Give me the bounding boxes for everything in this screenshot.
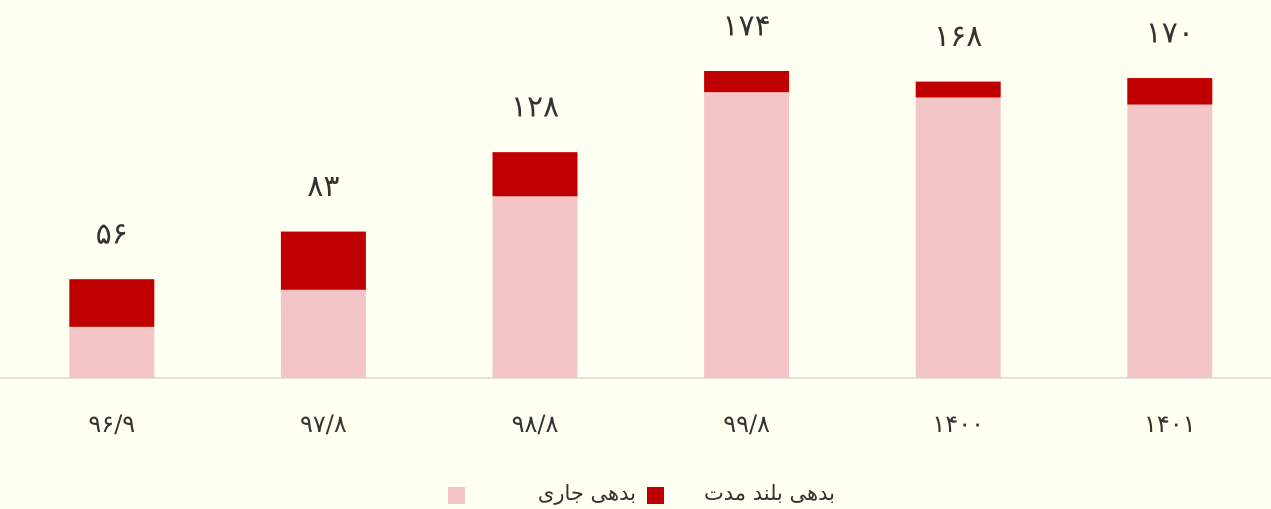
bar-segment [915, 97, 1001, 378]
x-tick-label: ۹۸/۸ [512, 410, 559, 438]
total-label: ۱۷۴ [722, 9, 770, 44]
x-tick-label: ۹۶/۹ [88, 410, 135, 438]
bar-segment [704, 92, 790, 378]
x-tick-label: ۹۹/۸ [723, 410, 770, 438]
legend-label: بدهی جاری [538, 481, 636, 505]
x-tick-label: ۹۷/۸ [300, 410, 347, 438]
total-label: ۱۲۸ [511, 90, 559, 125]
bar-segment [1127, 78, 1213, 105]
legend-label: بدهی بلند مدت [704, 481, 835, 505]
x-tick-label: ۱۴۰۱ [1144, 410, 1196, 438]
bar-segment [69, 279, 155, 327]
total-label: ۱۷۰ [1146, 16, 1194, 51]
bar-segment [69, 326, 155, 378]
bar-segment [492, 152, 578, 197]
bar-segment [915, 81, 1001, 98]
legend-swatch [647, 487, 664, 504]
bar-segment [1127, 104, 1213, 379]
bar-segment [704, 71, 790, 93]
bar-segment [492, 196, 578, 378]
bar-segment [280, 231, 366, 290]
total-label: ۸۳ [307, 169, 339, 204]
legend-swatch [448, 487, 465, 504]
x-tick-label: ۱۴۰۰ [932, 410, 984, 438]
total-label: ۱۶۸ [934, 19, 982, 54]
total-label: ۵۶ [96, 217, 128, 252]
bar-segment [280, 289, 366, 378]
